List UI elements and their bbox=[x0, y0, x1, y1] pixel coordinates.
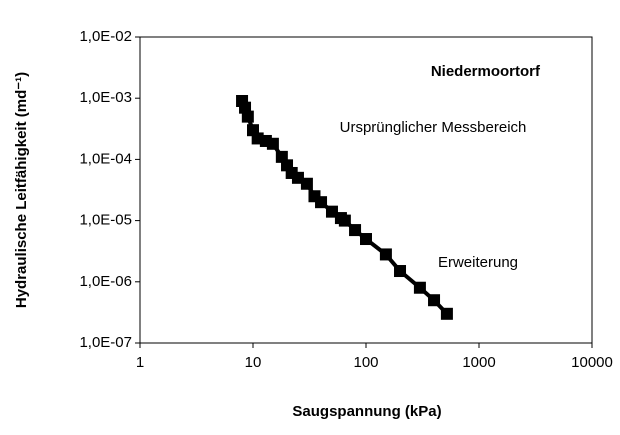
y-tick-label: 1,0E-07 bbox=[79, 334, 132, 351]
x-axis-title: Saugspannung (kPa) bbox=[292, 403, 441, 420]
data-point bbox=[338, 214, 351, 227]
annotation: Erweiterung bbox=[438, 254, 518, 271]
x-tick-label: 1000 bbox=[462, 354, 495, 371]
y-tick-label: 1,0E-02 bbox=[79, 28, 132, 45]
data-point bbox=[349, 224, 362, 237]
data-point bbox=[315, 196, 328, 209]
y-tick-label: 1,0E-05 bbox=[79, 212, 132, 229]
x-tick-label: 10 bbox=[245, 354, 262, 371]
data-point bbox=[241, 110, 254, 123]
data-point bbox=[428, 294, 441, 307]
annotation: Ursprünglicher Messbereich bbox=[340, 119, 527, 136]
data-point bbox=[360, 233, 372, 246]
data-point bbox=[394, 265, 407, 278]
x-tick-label: 10000 bbox=[571, 354, 613, 371]
y-tick-label: 1,0E-03 bbox=[79, 89, 132, 106]
data-point bbox=[300, 177, 313, 190]
data-point bbox=[440, 307, 453, 320]
data-point bbox=[266, 137, 279, 150]
y-axis-title: Hydraulische Leitfähigkeit (md⁻¹) bbox=[13, 72, 30, 308]
data-point bbox=[413, 281, 426, 294]
data-point bbox=[379, 248, 392, 261]
x-tick-label: 100 bbox=[353, 354, 378, 371]
annotation: Niedermoortorf bbox=[431, 63, 541, 80]
y-tick-label: 1,0E-04 bbox=[79, 150, 132, 167]
x-tick-label: 1 bbox=[136, 354, 144, 371]
y-tick-label: 1,0E-06 bbox=[79, 273, 132, 290]
plot-frame bbox=[139, 36, 593, 344]
